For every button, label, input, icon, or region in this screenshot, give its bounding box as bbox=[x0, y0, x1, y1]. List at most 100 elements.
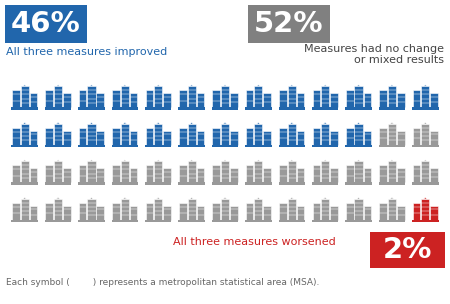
Bar bbox=[379, 107, 405, 110]
Bar bbox=[212, 107, 238, 110]
Bar bbox=[330, 168, 338, 182]
Bar bbox=[230, 131, 238, 145]
Bar bbox=[130, 131, 138, 145]
Polygon shape bbox=[223, 85, 227, 87]
Bar bbox=[279, 107, 305, 110]
Bar bbox=[246, 203, 253, 220]
Bar bbox=[246, 90, 253, 107]
Bar bbox=[297, 93, 304, 107]
Bar bbox=[54, 161, 62, 182]
Bar bbox=[178, 220, 205, 222]
Bar bbox=[312, 90, 320, 107]
Bar bbox=[246, 165, 253, 182]
Bar bbox=[163, 131, 171, 145]
Bar bbox=[412, 145, 439, 147]
Bar bbox=[112, 90, 120, 107]
Bar bbox=[355, 199, 363, 220]
Bar bbox=[430, 131, 438, 145]
Polygon shape bbox=[90, 122, 93, 124]
Bar bbox=[11, 107, 38, 110]
Bar bbox=[63, 206, 71, 220]
Bar bbox=[263, 93, 271, 107]
Bar bbox=[79, 128, 86, 145]
Polygon shape bbox=[390, 122, 394, 124]
Bar bbox=[87, 86, 95, 107]
Bar bbox=[263, 131, 271, 145]
Bar bbox=[112, 145, 138, 147]
Bar bbox=[212, 203, 220, 220]
Bar bbox=[163, 206, 171, 220]
FancyBboxPatch shape bbox=[248, 5, 330, 43]
Bar bbox=[379, 203, 387, 220]
Polygon shape bbox=[157, 122, 160, 124]
Bar bbox=[345, 107, 372, 110]
Bar bbox=[179, 165, 187, 182]
Bar bbox=[179, 203, 187, 220]
Bar bbox=[263, 168, 271, 182]
Bar bbox=[364, 93, 371, 107]
Bar bbox=[112, 182, 138, 185]
Bar bbox=[146, 128, 153, 145]
Polygon shape bbox=[290, 85, 293, 87]
Bar bbox=[78, 107, 105, 110]
Text: 2%: 2% bbox=[383, 236, 432, 264]
Bar bbox=[63, 131, 71, 145]
Polygon shape bbox=[157, 85, 160, 87]
Bar bbox=[412, 220, 439, 222]
Bar bbox=[245, 145, 272, 147]
Bar bbox=[130, 168, 138, 182]
Bar bbox=[45, 220, 71, 222]
Bar bbox=[345, 145, 372, 147]
Bar bbox=[145, 145, 171, 147]
Bar bbox=[121, 124, 129, 145]
Polygon shape bbox=[90, 197, 93, 199]
Bar bbox=[11, 145, 38, 147]
Bar bbox=[379, 182, 405, 185]
Bar bbox=[179, 90, 187, 107]
Bar bbox=[154, 86, 162, 107]
Polygon shape bbox=[23, 197, 27, 199]
Polygon shape bbox=[290, 122, 293, 124]
Bar bbox=[212, 145, 238, 147]
Bar bbox=[163, 93, 171, 107]
Bar bbox=[54, 124, 62, 145]
Polygon shape bbox=[390, 160, 394, 161]
Bar bbox=[78, 182, 105, 185]
Bar bbox=[346, 90, 354, 107]
Bar bbox=[79, 165, 86, 182]
Bar bbox=[346, 165, 354, 182]
Bar bbox=[346, 128, 354, 145]
Bar bbox=[312, 203, 320, 220]
Polygon shape bbox=[390, 197, 394, 199]
Bar bbox=[78, 220, 105, 222]
Bar bbox=[188, 86, 196, 107]
Bar bbox=[12, 90, 20, 107]
Bar bbox=[430, 206, 438, 220]
Bar bbox=[178, 107, 205, 110]
Bar bbox=[388, 161, 396, 182]
Bar bbox=[312, 107, 338, 110]
Polygon shape bbox=[123, 85, 126, 87]
Polygon shape bbox=[123, 160, 126, 161]
Bar bbox=[379, 128, 387, 145]
Bar bbox=[30, 93, 37, 107]
Bar bbox=[146, 203, 153, 220]
Bar bbox=[355, 86, 363, 107]
Polygon shape bbox=[190, 85, 193, 87]
Polygon shape bbox=[90, 160, 93, 161]
Bar bbox=[112, 128, 120, 145]
Polygon shape bbox=[56, 197, 60, 199]
Bar bbox=[121, 161, 129, 182]
Polygon shape bbox=[223, 160, 227, 161]
Bar bbox=[45, 107, 71, 110]
Polygon shape bbox=[423, 122, 427, 124]
Bar bbox=[245, 107, 272, 110]
Bar bbox=[263, 206, 271, 220]
Bar bbox=[63, 93, 71, 107]
Polygon shape bbox=[23, 160, 27, 161]
Bar bbox=[54, 86, 62, 107]
Polygon shape bbox=[423, 85, 427, 87]
Bar bbox=[30, 131, 37, 145]
Bar bbox=[145, 220, 171, 222]
Bar bbox=[212, 182, 238, 185]
